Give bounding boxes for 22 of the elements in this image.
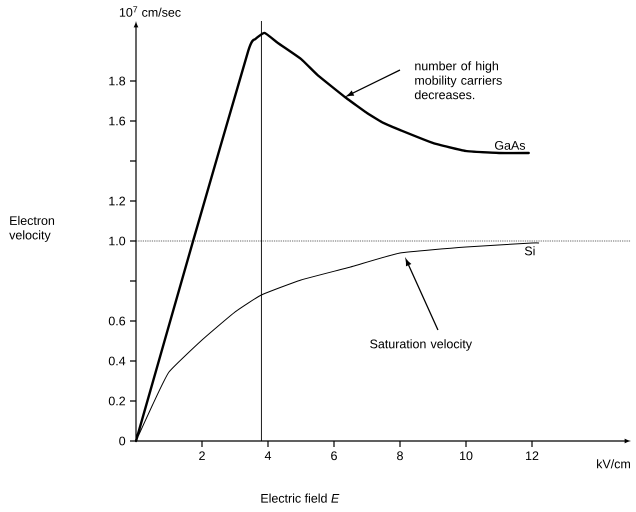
y-tick-label: 1.6 (109, 116, 126, 126)
y-tick-label: 0.4 (108, 356, 126, 366)
x-tick-label: 4 (264, 451, 272, 460)
x-tick-label: 8 (397, 451, 403, 460)
annotation: Saturation velocity (370, 339, 472, 351)
x-axis-title: Electric field E (261, 494, 340, 503)
series-label: GaAs (494, 140, 526, 150)
x-tick-label: 6 (331, 451, 337, 460)
text: 10$^{7}$ cm/sec (120, 6, 181, 17)
x-tick-label: 2 (199, 451, 205, 460)
y-tick-label: 1.8 (109, 76, 126, 86)
annotation: number of high mobility carriers decreases. (414, 61, 502, 100)
y-tick-label: 1.0 (109, 236, 126, 246)
y-tick-label: 0.2 (108, 396, 126, 406)
x-tick-label: 10 (460, 451, 472, 460)
y-tick-label: 1.2 (109, 196, 126, 206)
text: kV/cm (597, 459, 630, 468)
x-tick-label: 12 (526, 451, 538, 460)
y-tick-label: 0 (119, 436, 126, 446)
series-label: Si (524, 246, 535, 256)
y-tick-label: 0.6 (108, 316, 126, 326)
y-axis-title: Electron velocity (9, 216, 54, 242)
